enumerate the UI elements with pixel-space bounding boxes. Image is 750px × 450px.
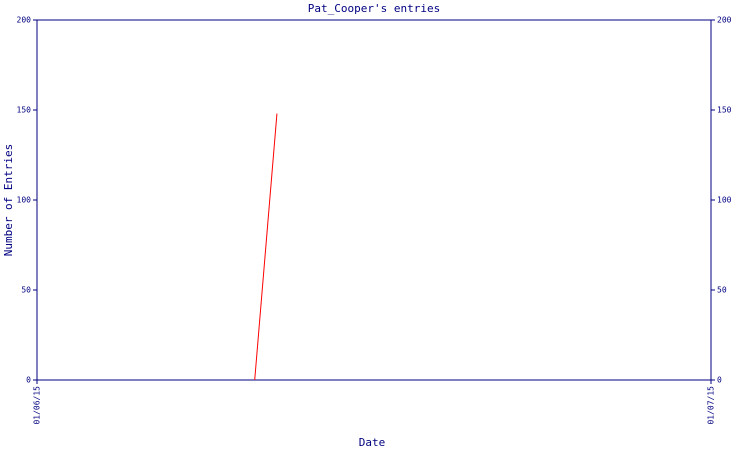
y-tick-label: 150	[17, 106, 32, 115]
y-axis-label: Number of Entries	[2, 144, 15, 257]
y-tick-label: 50	[21, 286, 31, 295]
y2-tick-label: 200	[717, 16, 732, 25]
plot-frame	[36, 19, 712, 381]
y2-tick-label: 100	[717, 196, 732, 205]
x-tick-label: 01/06/15	[33, 386, 42, 425]
y-tick-label: 200	[17, 16, 32, 25]
x-axis-label: Date	[359, 436, 386, 449]
y2-tick-label: 0	[717, 376, 722, 385]
line-series	[254, 113, 278, 381]
y2-tick-label: 150	[717, 106, 732, 115]
y-tick-label: 100	[17, 196, 32, 205]
x-tick-label: 01/07/15	[707, 386, 716, 425]
y2-tick-label: 50	[717, 286, 727, 295]
chart-title: Pat_Cooper's entries	[308, 2, 440, 15]
y-tick-label: 0	[26, 376, 31, 385]
